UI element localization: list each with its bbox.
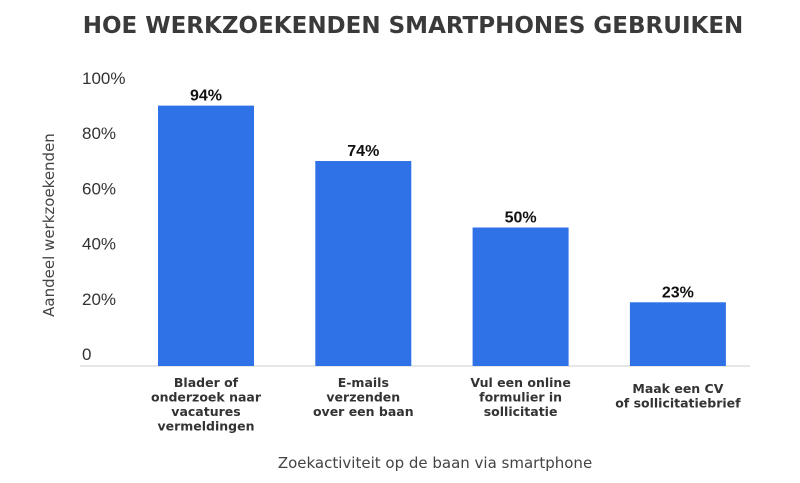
data-label: 74% [347,143,379,160]
data-label: 94% [190,88,222,105]
bar [158,105,254,367]
category-label: vacatures [171,404,240,419]
bar [472,227,569,366]
category-label: verzenden [326,390,400,405]
category-label: E-mails [338,375,389,390]
data-label: 50% [505,210,537,227]
y-tick-label: 60% [82,179,116,198]
category-label: Maak een CV [632,381,723,396]
chart-title: HOE WERKZOEKENDEN SMARTPHONES GEBRUIKEN [83,13,744,39]
category-label: Blader of [174,375,239,390]
y-tick-label: 80% [82,124,116,143]
category-label: sollicitatie [484,404,558,419]
y-tick-label: 0 [82,345,91,364]
data-label: 23% [662,284,694,301]
y-axis-label: Aandeel werkzoekenden [40,133,58,317]
category-label: vermeldingen [157,419,254,434]
y-tick-label: 40% [82,235,116,254]
category-label: over een baan [313,404,414,419]
y-tick-label: 20% [82,290,116,309]
category-label: formulier in [479,390,562,405]
category-label: Vul een online [470,375,570,390]
bar [629,302,726,366]
x-axis-label: Zoekactiviteit op de baan via smartphone [278,454,592,472]
category-label: onderzoek naar [151,390,262,405]
bar [315,161,412,366]
y-tick-label: 100% [82,69,125,88]
category-label: of sollicitatiebrief [615,396,741,411]
